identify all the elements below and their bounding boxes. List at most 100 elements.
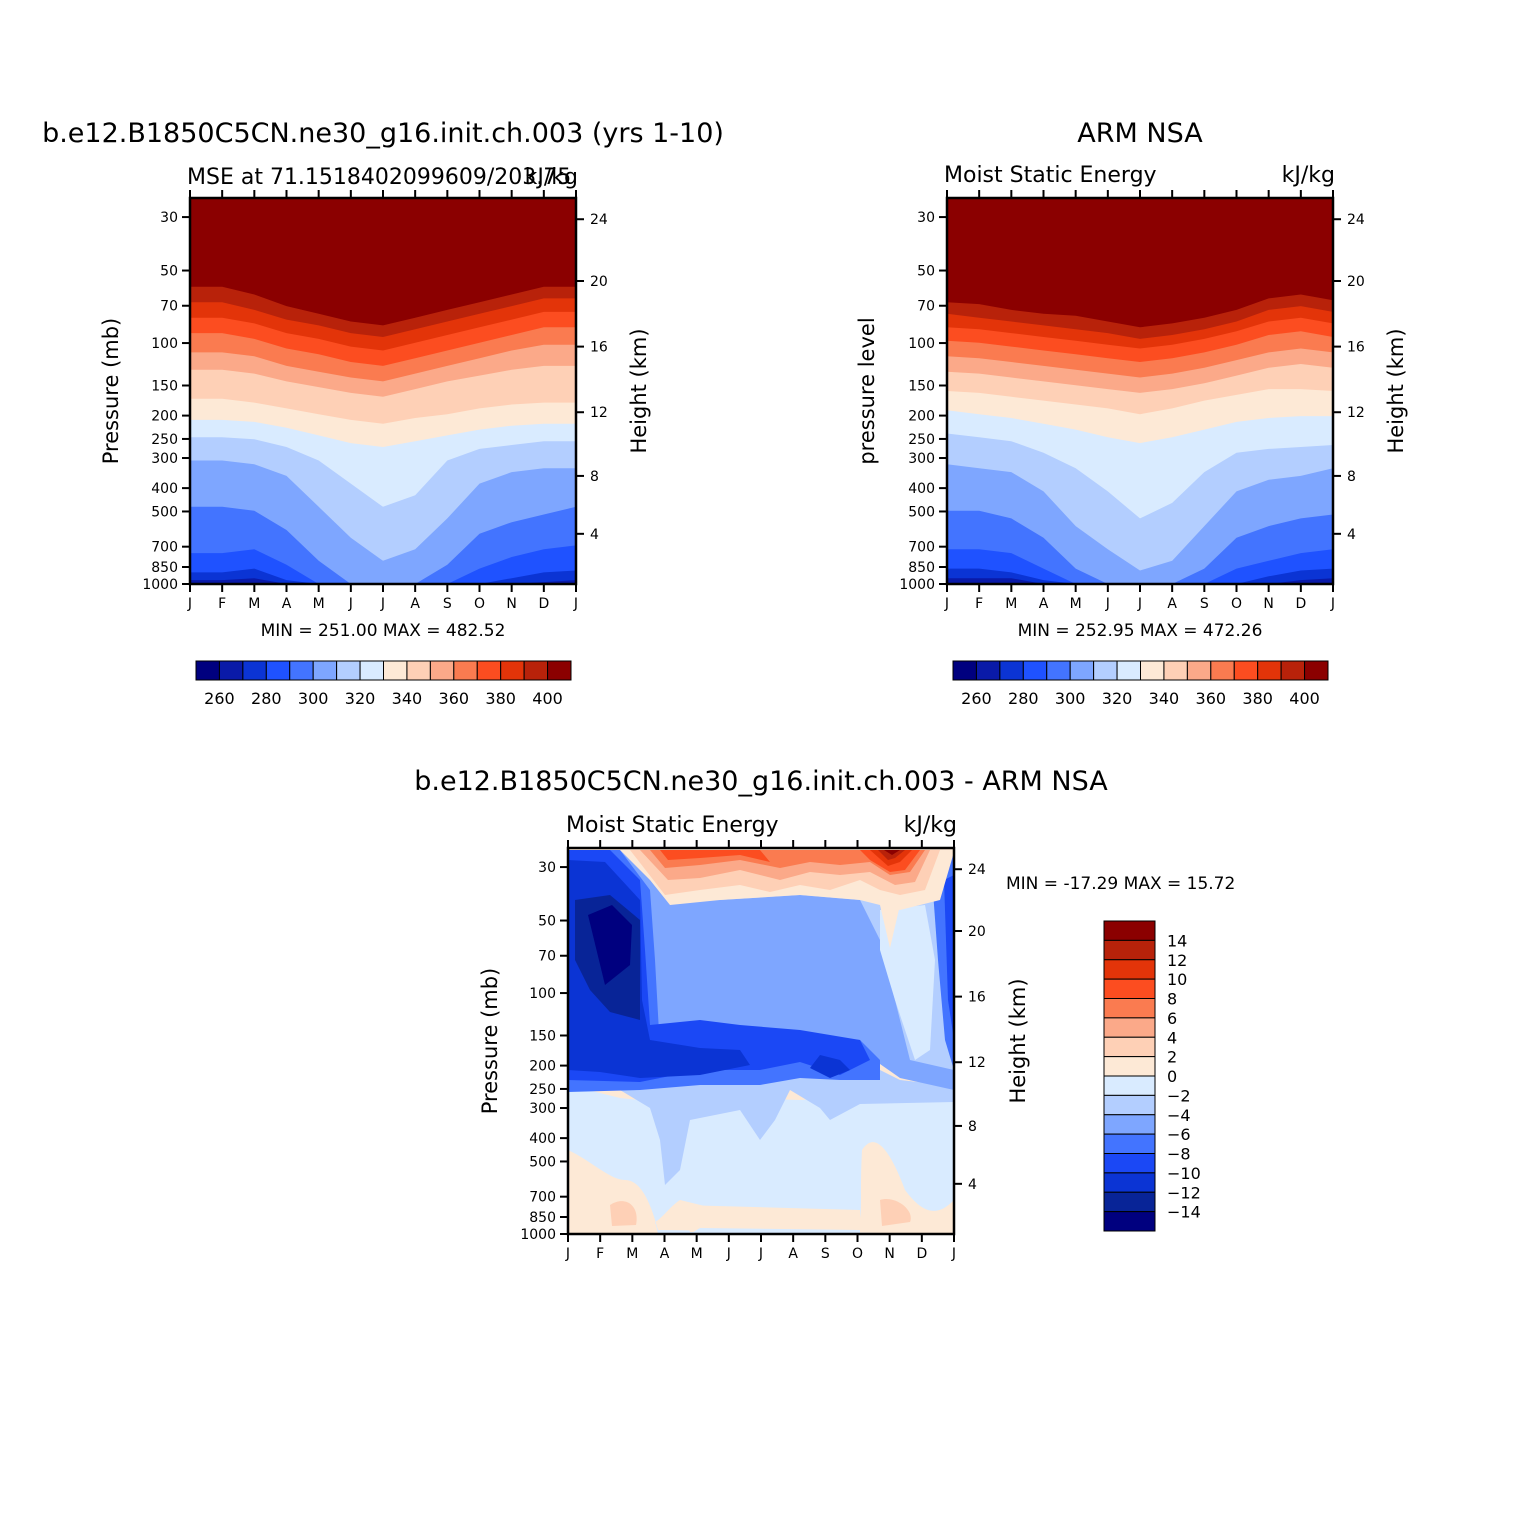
x-tick-label: F xyxy=(975,596,983,612)
diff-y-right-axis-label: Height (km) xyxy=(1006,978,1030,1103)
colorbar-box xyxy=(1103,1211,1156,1232)
colorbar-label: 12 xyxy=(1167,951,1187,970)
colorbar-box xyxy=(523,660,549,681)
colorbar-box xyxy=(500,660,525,681)
colorbar-label: −14 xyxy=(1167,1203,1201,1222)
colorbar-label: 14 xyxy=(1167,931,1187,950)
colorbar-box xyxy=(1046,660,1071,681)
panel-diff: b.e12.B1850C5CN.ne30_g16.init.ch.003 - A… xyxy=(414,766,1235,1262)
y-tick-label: 400 xyxy=(151,481,178,497)
colorbar-box xyxy=(1103,1056,1156,1077)
y-tick-label: 500 xyxy=(908,504,935,520)
obs-title: ARM NSA xyxy=(1077,118,1203,149)
colorbar-box xyxy=(1103,1075,1156,1096)
obs-y-axis-label: pressure level xyxy=(855,317,879,464)
y-tick-label: 500 xyxy=(151,504,178,520)
x-tick-label: J xyxy=(758,1246,763,1262)
y-tick-label: 1000 xyxy=(899,577,935,593)
y-tick-label: 250 xyxy=(908,432,935,448)
y-tick-label: 50 xyxy=(538,914,556,930)
y-tick-label: 250 xyxy=(151,432,178,448)
y-tick-label: 150 xyxy=(908,378,935,394)
diff-title: b.e12.B1850C5CN.ne30_g16.init.ch.003 - A… xyxy=(414,766,1108,797)
diff-region-bottom-edge xyxy=(690,1228,860,1234)
colorbar-box xyxy=(1116,660,1141,681)
x-tick-label: A xyxy=(282,596,292,612)
colorbar-box xyxy=(1103,1017,1156,1038)
obs-units-label: kJ/kg xyxy=(1282,163,1335,188)
y-right-tick-label: 8 xyxy=(1347,469,1356,485)
diff-region-n-spike xyxy=(880,905,900,948)
colorbar-box xyxy=(1210,660,1235,681)
y-tick-label: 500 xyxy=(529,1154,556,1170)
x-tick-label: F xyxy=(596,1246,604,1262)
contour-band xyxy=(947,549,1333,584)
diff-y-axis-label: Pressure (mb) xyxy=(478,968,502,1115)
colorbar-label: 360 xyxy=(1196,689,1227,708)
colorbar-label: 320 xyxy=(1102,689,1133,708)
x-tick-label: M xyxy=(691,1246,703,1262)
y-tick-label: 150 xyxy=(529,1028,556,1044)
diff-left-label: Moist Static Energy xyxy=(566,813,779,838)
x-tick-label: O xyxy=(474,596,485,612)
y-tick-label: 250 xyxy=(529,1082,556,1098)
colorbar-box xyxy=(1022,660,1048,681)
diff-region-east-neg8 xyxy=(944,875,954,1040)
obs-minmax: MIN = 252.95 MAX = 472.26 xyxy=(1018,621,1263,641)
y-tick-label: 850 xyxy=(529,1210,556,1226)
y-right-tick-label: 24 xyxy=(1347,212,1365,228)
y-tick-label: 100 xyxy=(151,336,178,352)
diff-region-sw-core xyxy=(610,1201,637,1226)
colorbar-label: 6 xyxy=(1167,1009,1177,1028)
x-tick-label: M xyxy=(626,1246,638,1262)
y-tick-label: 400 xyxy=(529,1131,556,1147)
colorbar-label: −8 xyxy=(1167,1145,1191,1164)
model-left-label: MSE at 71.1518402099609/203.75 xyxy=(187,165,571,190)
x-tick-label: J xyxy=(573,596,578,612)
x-tick-label: M xyxy=(1070,596,1082,612)
x-tick-label: F xyxy=(218,596,226,612)
diff-contour-fill xyxy=(568,848,954,1234)
colorbar-box xyxy=(406,660,431,681)
x-tick-label: N xyxy=(1263,596,1273,612)
colorbar-label: −4 xyxy=(1167,1106,1191,1125)
y-tick-label: 1000 xyxy=(520,1227,556,1243)
model-colorbar: 260 280 300 320 340 360 380 400 xyxy=(195,660,572,708)
colorbar-box xyxy=(1103,1133,1156,1154)
y-right-tick-label: 16 xyxy=(1347,340,1365,356)
colorbar-label: 260 xyxy=(204,689,235,708)
colorbar-box xyxy=(1103,1036,1156,1058)
colorbar-box xyxy=(1257,660,1282,681)
y-tick-label: 200 xyxy=(151,409,178,425)
model-y-axis-label: Pressure (mb) xyxy=(99,318,123,465)
colorbar-label: 300 xyxy=(298,689,329,708)
colorbar-label: 8 xyxy=(1167,990,1177,1009)
diff-region-ne-light xyxy=(880,905,935,1060)
y-right-tick-label: 24 xyxy=(968,862,986,878)
x-tick-label: M xyxy=(248,596,260,612)
colorbar-label: 340 xyxy=(1149,689,1180,708)
diff-region-top-pos8-west xyxy=(660,850,770,862)
colorbar-box xyxy=(547,660,572,681)
x-tick-label: J xyxy=(1137,596,1142,612)
colorbar-box xyxy=(1140,660,1165,681)
x-tick-label: A xyxy=(1039,596,1049,612)
diff-region-neg14 xyxy=(588,905,632,985)
colorbar-box xyxy=(336,660,361,681)
colorbar-box xyxy=(1103,939,1156,961)
x-tick-label: S xyxy=(1200,596,1209,612)
diff-region-bottom-mid xyxy=(680,1205,860,1232)
colorbar-label: 400 xyxy=(1289,689,1320,708)
y-tick-label: 100 xyxy=(908,336,935,352)
colorbar-box xyxy=(429,660,455,681)
colorbar-box xyxy=(289,660,314,681)
y-tick-label: 150 xyxy=(151,378,178,394)
colorbar-box xyxy=(1103,1172,1156,1193)
x-tick-label: A xyxy=(788,1246,798,1262)
colorbar-label: −10 xyxy=(1167,1164,1201,1183)
colorbar-box xyxy=(1103,1153,1156,1174)
